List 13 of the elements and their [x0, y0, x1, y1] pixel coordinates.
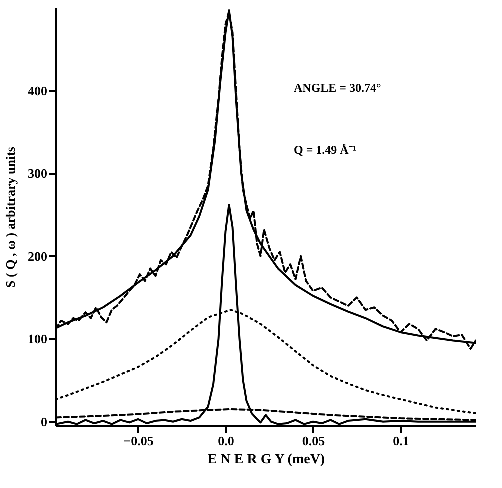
x-tick-label: 0.0	[218, 434, 234, 448]
y-axis-title: S ( Q , ω ) arbitrary units	[3, 147, 18, 288]
y-tick-label: 200	[28, 248, 48, 264]
y-tick-label: 0	[41, 414, 48, 430]
annotation: Q = 1.49 Å⁻¹	[294, 143, 357, 157]
x-tick-label: −0.05	[124, 434, 154, 448]
annotation: ANGLE = 30.74°	[294, 81, 382, 95]
y-tick-label: 100	[28, 332, 48, 347]
x-tick-label: 0.05	[302, 434, 326, 448]
x-tick-label: 0.1	[393, 434, 410, 448]
y-tick-label: 400	[28, 83, 48, 98]
x-axis-title: E N E R G Y (meV)	[208, 452, 326, 468]
y-tick-label: 300	[28, 166, 48, 182]
